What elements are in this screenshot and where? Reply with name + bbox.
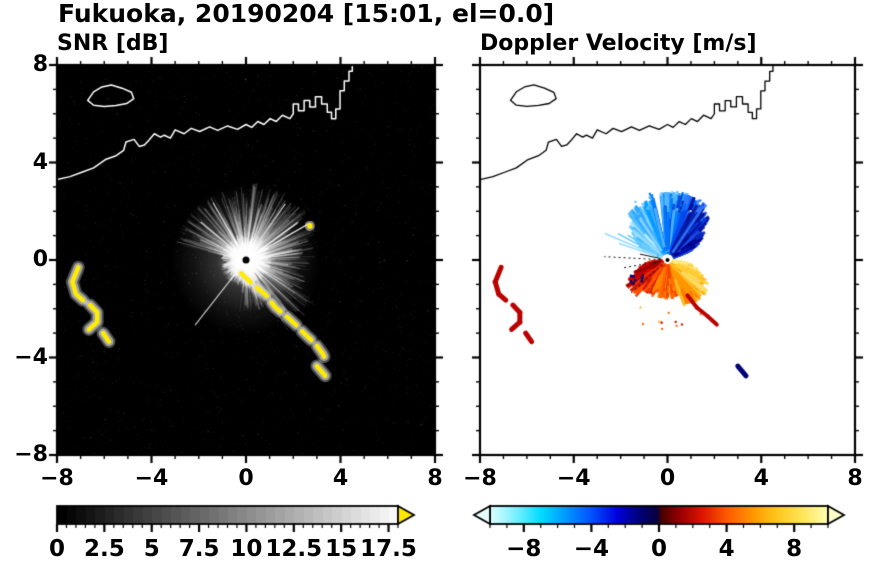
snr-colorbar-label: 17.5 [360,536,417,562]
snr-colorbar-label: 0 [48,536,66,562]
xtick-label-right: −8 [463,466,497,491]
velocity-colorbar-label: 0 [650,536,668,562]
snr-colorbar-label: 7.5 [178,536,220,562]
ytick-label-left: 8 [32,52,48,77]
figure-title: Fukuoka, 20190204 [15:01, el=0.0] [58,0,555,28]
xtick-label-right: 4 [753,466,769,491]
xtick-label-left: 4 [332,466,349,491]
snr-panel-title: SNR [dB] [57,31,169,56]
velocity-colorbar-label: −4 [573,536,610,562]
velocity-colorbar-label: −8 [506,536,542,562]
ytick-label-left: 0 [32,247,48,272]
xtick-label-left: 0 [238,466,254,491]
snr-colorbar-label: 10 [230,536,263,562]
snr-colorbar-label: 15 [325,536,358,562]
xtick-label-left: 8 [427,466,443,491]
velocity-colorbar-label: 8 [786,536,803,562]
xtick-label-left: −4 [134,466,169,491]
xtick-label-right: 8 [847,466,863,491]
snr-colorbar-label: 2.5 [83,536,125,562]
xtick-label-right: 0 [659,466,676,491]
ytick-label-left: −4 [14,344,48,370]
snr-colorbar-label: 12.5 [265,536,323,562]
velocity-panel-title: Doppler Velocity [m/s] [480,31,757,56]
snr-colorbar-label: 5 [143,536,160,562]
velocity-colorbar-label: 4 [718,536,735,562]
ytick-label-left: −8 [14,442,48,467]
xtick-label-left: −8 [40,466,74,491]
xtick-label-right: −4 [556,466,591,491]
ytick-label-left: 4 [32,149,48,175]
